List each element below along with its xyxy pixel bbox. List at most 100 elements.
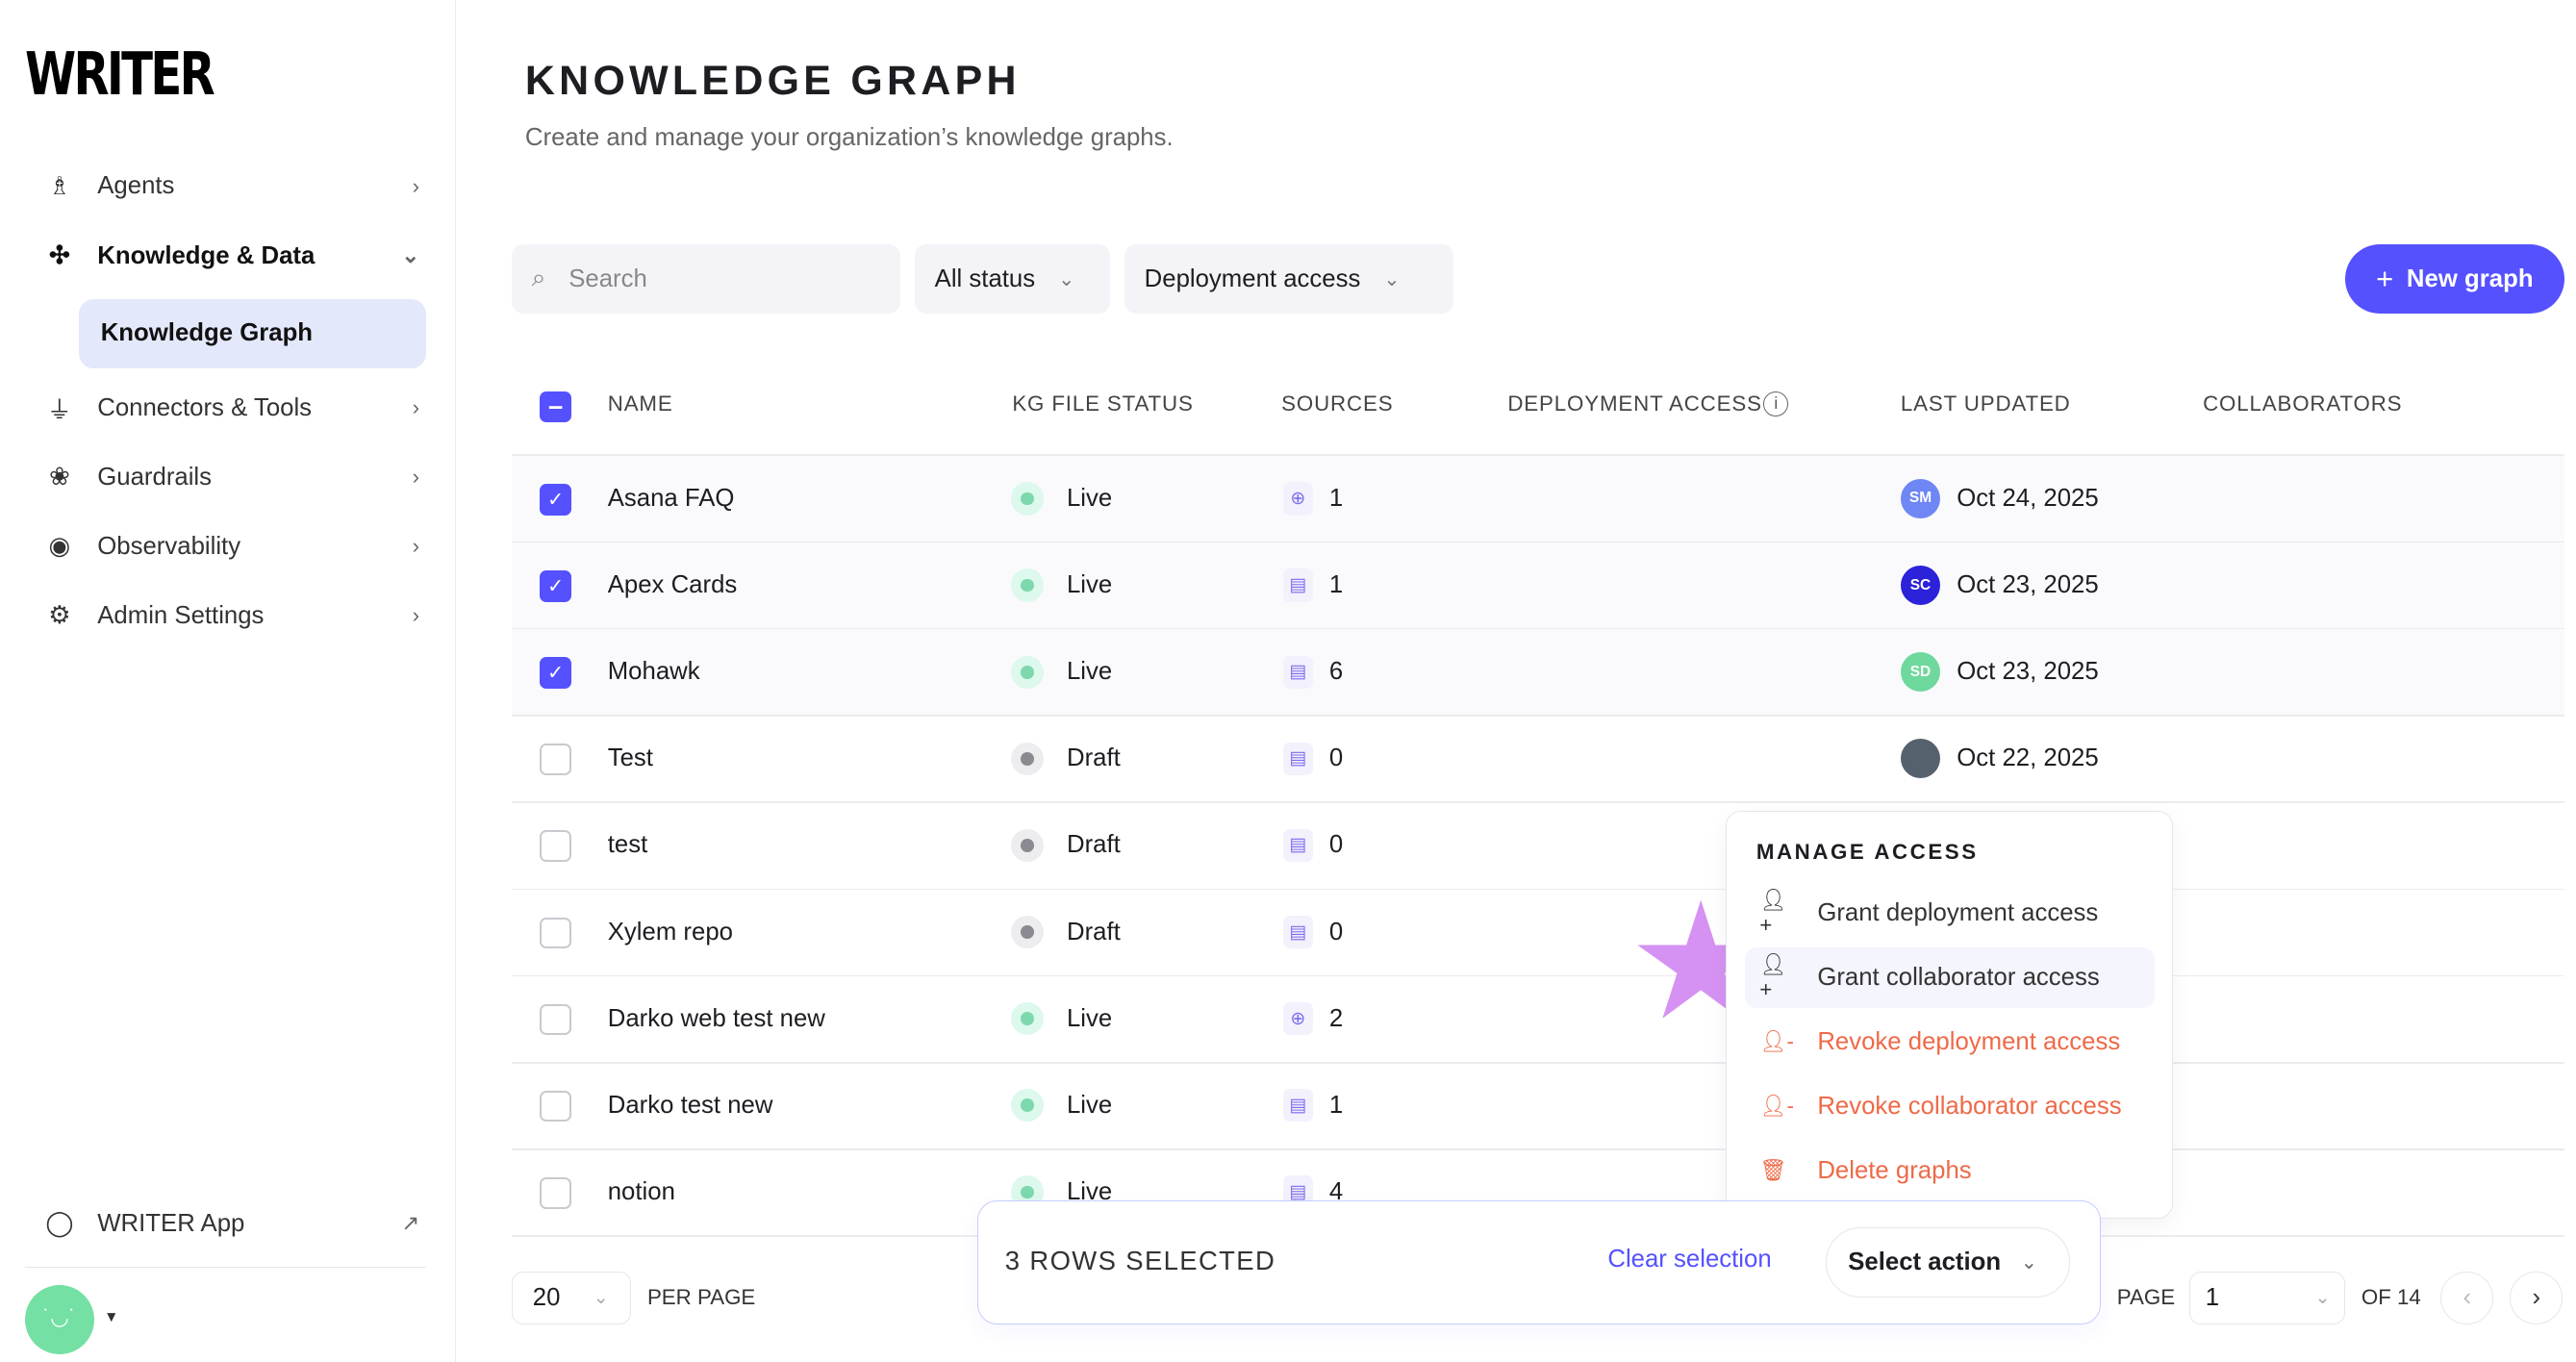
source-count: 2 bbox=[1328, 1004, 1344, 1032]
menu-item-label: Revoke deployment access bbox=[1817, 1027, 2121, 1055]
menu-item-label: Grant collaborator access bbox=[1817, 963, 2100, 991]
row-checkbox[interactable]: ✓ bbox=[540, 483, 571, 516]
column-header-last-updated[interactable]: LAST UPDATED bbox=[1900, 391, 2071, 416]
divider bbox=[512, 715, 2565, 718]
prev-page-button[interactable]: ‹ bbox=[2440, 1271, 2494, 1324]
table-row[interactable]: Xylem repo Draft ▤ 0 bbox=[512, 889, 2564, 974]
per-page-select[interactable]: 20 ⌄ bbox=[512, 1271, 631, 1324]
table-row[interactable]: ✓ Apex Cards Live ▤ 1 SC Oct 23, 2025 bbox=[512, 542, 2565, 629]
search-input[interactable]: ⌕ Search bbox=[512, 244, 900, 315]
globe-icon: ⊕ bbox=[1282, 1002, 1313, 1036]
status-filter-label: All status bbox=[934, 265, 1036, 292]
table-row[interactable]: Darko test new Live ▤ 1 bbox=[512, 1063, 2564, 1148]
avatar[interactable]: ˙◡˙ bbox=[24, 1284, 94, 1354]
selection-bar: 3 ROWS SELECTED Clear selection Select a… bbox=[977, 1200, 2101, 1324]
row-checkbox[interactable]: ✓ bbox=[540, 657, 571, 689]
row-checkbox[interactable] bbox=[540, 1003, 571, 1036]
clear-selection-link[interactable]: Clear selection bbox=[1607, 1246, 1772, 1274]
divider bbox=[512, 628, 2565, 630]
table-row[interactable]: Darko web test new Live ⊕ 2 bbox=[512, 976, 2564, 1062]
table-row[interactable]: ✓ Asana FAQ Live ⊕ 1 SM Oct 24, 2025 bbox=[512, 455, 2565, 542]
brain-icon: ❀ bbox=[48, 464, 70, 492]
row-checkbox[interactable] bbox=[540, 830, 571, 863]
sidebar-item-guardrails[interactable]: ❀ Guardrails › bbox=[39, 447, 419, 507]
writer-app-link[interactable]: ◯ WRITER App ↗ bbox=[39, 1194, 419, 1253]
agent-icon: ♗ bbox=[48, 172, 71, 200]
chevron-down-icon: ⌄ bbox=[593, 1287, 609, 1308]
graph-name[interactable]: Darko web test new bbox=[607, 1004, 825, 1032]
divider bbox=[512, 801, 2565, 804]
chevron-down-icon: ⌄ bbox=[2020, 1251, 2037, 1274]
select-action-label: Select action bbox=[1848, 1248, 2002, 1276]
graph-name[interactable]: Xylem repo bbox=[607, 918, 733, 946]
page-select[interactable]: 1 ⌄ bbox=[2189, 1271, 2345, 1324]
table-row[interactable]: ✓ Mohawk Live ▤ 6 SD Oct 23, 2025 bbox=[512, 629, 2565, 716]
delete-graphs-item[interactable]: 🗑︎ Delete graphs bbox=[1745, 1141, 2155, 1202]
source-count: 0 bbox=[1328, 744, 1344, 772]
revoke-deployment-access-item[interactable]: 👤︎- Revoke deployment access bbox=[1745, 1012, 2155, 1073]
sidebar-item-label: Observability bbox=[97, 532, 241, 560]
page-subtitle: Create and manage your organization’s kn… bbox=[524, 123, 1174, 151]
column-header-collaborators[interactable]: COLLABORATORS bbox=[2203, 391, 2403, 416]
status-filter[interactable]: All status ⌄ bbox=[915, 244, 1110, 315]
menu-title: MANAGE ACCESS bbox=[1755, 840, 1979, 865]
select-action-dropdown[interactable]: Select action ⌄ bbox=[1825, 1227, 2070, 1298]
sidebar: WRITER ♗ Agents › ✣ Knowledge & Data ⌄ Knowl… bbox=[0, 0, 456, 1362]
row-checkbox[interactable] bbox=[540, 917, 571, 949]
chevron-down-icon: ⌄ bbox=[1383, 267, 1401, 290]
graph-name[interactable]: notion bbox=[607, 1177, 675, 1205]
sidebar-item-knowledge-graph[interactable]: Knowledge Graph bbox=[79, 298, 426, 368]
graph-name[interactable]: test bbox=[607, 831, 648, 859]
divider bbox=[512, 888, 2565, 891]
file-icon: ▤ bbox=[1282, 742, 1313, 775]
select-all-checkbox[interactable]: – bbox=[540, 391, 571, 423]
sidebar-item-connectors[interactable]: ⏚ Connectors & Tools › bbox=[39, 378, 419, 438]
table-row[interactable]: Test Draft ▤ 0 Oct 22, 2025 bbox=[512, 716, 2564, 801]
column-header-sources[interactable]: SOURCES bbox=[1281, 391, 1394, 416]
file-icon: ▤ bbox=[1282, 828, 1313, 863]
rows-selected-count: 3 ROWS SELECTED bbox=[1004, 1246, 1276, 1276]
last-updated: Oct 22, 2025 bbox=[1957, 744, 2099, 772]
sidebar-item-label: Knowledge & Data bbox=[97, 241, 316, 269]
caret-down-icon[interactable]: ▼ bbox=[104, 1309, 119, 1326]
new-graph-label: New graph bbox=[2406, 265, 2534, 292]
avatar bbox=[1900, 739, 1941, 779]
graph-name[interactable]: Test bbox=[607, 744, 653, 772]
graph-name[interactable]: Darko test new bbox=[607, 1091, 773, 1119]
row-checkbox[interactable] bbox=[540, 1090, 571, 1122]
sidebar-item-observability[interactable]: ◉ Observability › bbox=[39, 517, 419, 576]
sidebar-item-knowledge-data[interactable]: ✣ Knowledge & Data ⌄ bbox=[39, 226, 419, 286]
status-dot-icon bbox=[1010, 482, 1044, 516]
chevron-right-icon: › bbox=[412, 395, 420, 419]
sidebar-item-agents[interactable]: ♗ Agents › bbox=[39, 157, 419, 216]
new-graph-button[interactable]: + New graph bbox=[2344, 244, 2565, 315]
table-row[interactable]: test Draft ▤ 0 bbox=[512, 802, 2564, 888]
graph-name[interactable]: Mohawk bbox=[607, 658, 700, 686]
graph-name[interactable]: Asana FAQ bbox=[607, 484, 735, 512]
divider bbox=[512, 542, 2565, 543]
writer-logo: WRITER bbox=[24, 39, 215, 110]
column-header-name[interactable]: NAME bbox=[607, 391, 673, 416]
revoke-collaborator-access-item[interactable]: 👤︎- Revoke collaborator access bbox=[1745, 1076, 2155, 1138]
chevron-down-icon: ⌄ bbox=[2314, 1287, 2331, 1308]
grant-deployment-access-item[interactable]: 👤︎+ Grant deployment access bbox=[1745, 883, 2155, 945]
deployment-access-filter[interactable]: Deployment access ⌄ bbox=[1124, 244, 1453, 315]
status-dot-icon bbox=[1010, 915, 1044, 949]
info-icon[interactable]: i bbox=[1763, 391, 1789, 416]
status-label: Live bbox=[1066, 1004, 1113, 1032]
column-header-deployment-access[interactable]: DEPLOYMENT ACCESS bbox=[1507, 391, 1762, 416]
row-checkbox[interactable] bbox=[540, 744, 571, 775]
column-header-status[interactable]: KG FILE STATUS bbox=[1012, 391, 1194, 416]
graph-name[interactable]: Apex Cards bbox=[607, 571, 738, 599]
sidebar-item-admin-settings[interactable]: ⚙ Admin Settings › bbox=[39, 586, 419, 645]
source-count: 0 bbox=[1328, 831, 1344, 859]
chevron-right-icon: › bbox=[412, 465, 420, 490]
next-page-button[interactable]: › bbox=[2510, 1271, 2563, 1324]
grant-collaborator-access-item[interactable]: 👤︎+ Grant collaborator access bbox=[1744, 946, 2155, 1009]
row-checkbox[interactable]: ✓ bbox=[540, 570, 571, 602]
file-icon: ▤ bbox=[1282, 655, 1313, 689]
row-checkbox[interactable] bbox=[540, 1176, 571, 1209]
status-dot-icon bbox=[1010, 1089, 1044, 1122]
sliders-icon: ⚙ bbox=[48, 602, 71, 630]
file-icon: ▤ bbox=[1282, 1089, 1313, 1122]
